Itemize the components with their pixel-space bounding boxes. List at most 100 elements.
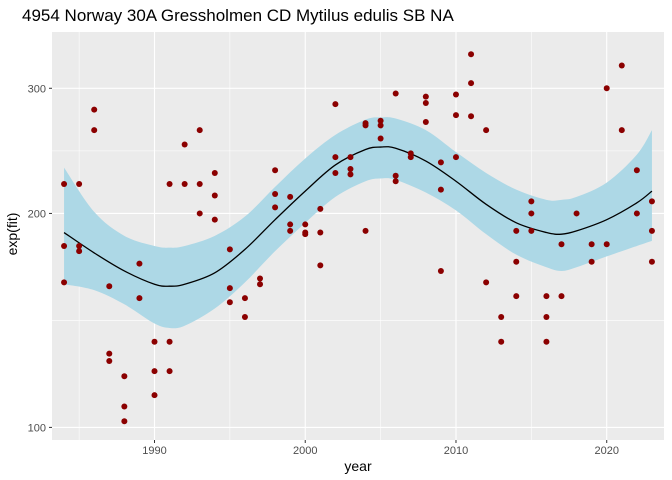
data-point (196, 127, 203, 134)
data-point (226, 285, 233, 292)
data-point (392, 172, 399, 179)
data-point (211, 192, 218, 199)
data-point (543, 338, 550, 345)
data-point (513, 258, 520, 265)
data-point (588, 241, 595, 248)
data-point (603, 85, 610, 92)
data-point (317, 262, 324, 269)
data-point (558, 293, 565, 300)
data-point (257, 275, 264, 282)
data-point (483, 127, 490, 134)
data-point (437, 186, 444, 193)
data-point (543, 313, 550, 320)
data-point (272, 167, 279, 174)
data-point (317, 205, 324, 212)
data-point (76, 242, 83, 249)
data-point (287, 193, 294, 200)
data-point (347, 165, 354, 172)
data-point (377, 122, 384, 129)
x-tick-label: 2020 (594, 445, 618, 457)
data-point (151, 338, 158, 345)
data-point (468, 51, 475, 58)
y-axis: 100 200 300 (28, 83, 52, 434)
data-point (377, 135, 384, 142)
data-point (498, 313, 505, 320)
x-axis: 1990 2000 2010 2020 (142, 440, 619, 457)
data-point (332, 169, 339, 176)
data-point (166, 368, 173, 375)
data-point (136, 260, 143, 267)
data-point (226, 299, 233, 306)
data-point (287, 221, 294, 228)
data-point (211, 169, 218, 176)
data-point (422, 118, 429, 125)
data-point (257, 281, 264, 288)
data-point (151, 392, 158, 399)
data-point (528, 227, 535, 234)
data-point (362, 122, 369, 129)
data-point (121, 403, 128, 410)
data-point (61, 242, 68, 249)
data-point (241, 295, 248, 302)
data-point (437, 159, 444, 166)
data-point (196, 181, 203, 188)
data-point (528, 210, 535, 217)
data-point (437, 267, 444, 274)
data-point (61, 181, 68, 188)
data-point (347, 171, 354, 178)
fit-line (63, 146, 653, 287)
x-axis-label: year (344, 458, 372, 474)
data-point (543, 293, 550, 300)
data-point (332, 101, 339, 108)
data-point (106, 357, 113, 364)
data-point (633, 210, 640, 217)
data-point (136, 295, 143, 302)
data-point (272, 204, 279, 211)
data-point (106, 283, 113, 290)
data-point (166, 181, 173, 188)
x-tick-label: 1990 (142, 445, 166, 457)
data-point (648, 258, 655, 265)
data-point (347, 154, 354, 161)
data-point (211, 216, 218, 223)
data-point (603, 241, 610, 248)
data-point (317, 229, 324, 236)
data-point (648, 227, 655, 234)
data-point (166, 338, 173, 345)
data-point (287, 227, 294, 234)
data-point (76, 248, 83, 255)
data-point (196, 210, 203, 217)
data-point (121, 373, 128, 380)
data-point (513, 227, 520, 234)
data-point (272, 190, 279, 197)
chart-title: 4954 Norway 30A Gressholmen CD Mytilus e… (22, 6, 454, 25)
data-point (422, 93, 429, 100)
data-point (241, 313, 248, 320)
data-point (618, 127, 625, 134)
data-point (407, 154, 414, 161)
data-point (332, 154, 339, 161)
data-point (61, 279, 68, 286)
data-point (226, 246, 233, 253)
data-point (618, 62, 625, 69)
data-point (558, 241, 565, 248)
fit-line-path (63, 146, 653, 287)
data-point (377, 117, 384, 124)
data-point (648, 198, 655, 205)
data-point (633, 167, 640, 174)
data-point (91, 127, 98, 134)
data-point (452, 154, 459, 161)
data-point (392, 178, 399, 185)
data-point (181, 181, 188, 188)
data-point (513, 293, 520, 300)
data-point (452, 91, 459, 98)
data-point (76, 181, 83, 188)
data-point (181, 141, 188, 148)
data-point (498, 338, 505, 345)
data-point (528, 198, 535, 205)
y-axis-label: exp(fit) (4, 213, 20, 256)
data-point (302, 221, 309, 228)
data-point (588, 258, 595, 265)
x-tick-label: 2010 (444, 445, 468, 457)
